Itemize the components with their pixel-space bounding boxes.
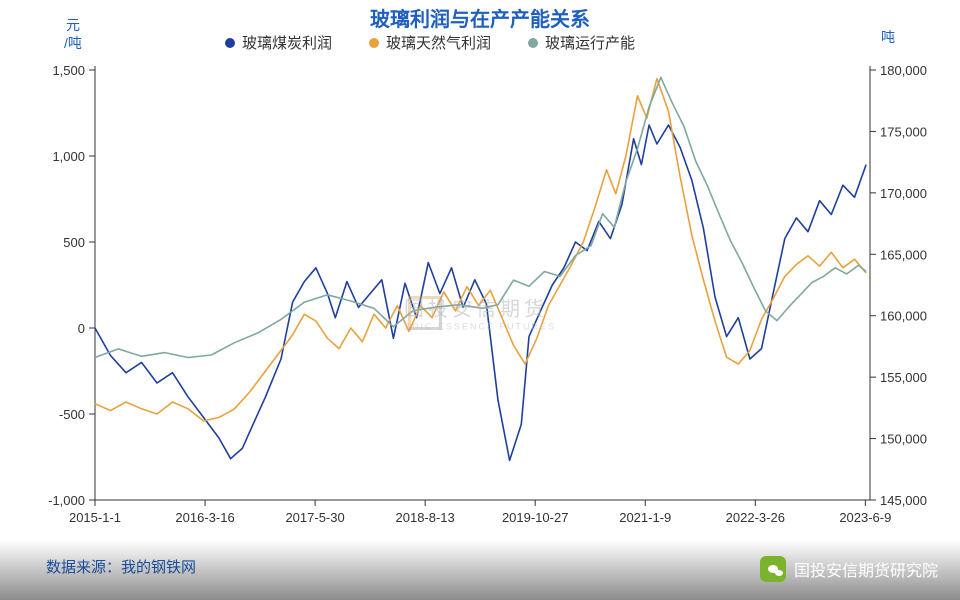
x-tick-label: 2015-1-1 (69, 510, 121, 525)
legend-marker (369, 38, 379, 48)
left-tick-label: 500 (63, 235, 85, 250)
legend-item-label: 玻璃运行产能 (545, 35, 635, 52)
left-tick-label: 0 (78, 321, 85, 336)
legend: 玻璃煤炭利润 玻璃天然气利润 玻璃运行产能 (225, 35, 635, 52)
left-tick-label: -500 (59, 407, 85, 422)
legend-marker (528, 38, 538, 48)
series-line (95, 79, 866, 421)
footer-attribution: 国投安信期货研究院 (760, 556, 938, 582)
series-line (95, 77, 866, 357)
x-tick-label: 2023-6-9 (839, 510, 891, 525)
right-tick-label: 145,000 (880, 493, 927, 508)
right-tick-label: 175,000 (880, 124, 927, 139)
left-tick-label: -1,000 (48, 493, 85, 508)
source-name: 我的钢铁网 (121, 559, 196, 576)
right-tick-label: 165,000 (880, 247, 927, 262)
left-tick-label: 1,000 (52, 149, 85, 164)
right-tick-label: 160,000 (880, 309, 927, 324)
source-prefix: 数据来源： (46, 559, 121, 576)
chart-title: 玻璃利润与在产产能关系 (370, 7, 590, 31)
footer-text: 国投安信期货研究院 (794, 557, 938, 581)
chart-container: 玻璃利润与在产产能关系 元/吨 吨 玻璃煤炭利润 玻璃天然气利润 玻璃运行产能 -1,000… (0, 0, 960, 600)
right-tick-label: 150,000 (880, 432, 927, 447)
x-tick-label: 2019-10-27 (502, 510, 569, 525)
x-tick-label: 2017-5-30 (285, 510, 344, 525)
x-tick-label: 2018-8-13 (396, 510, 455, 525)
legend-item-label: 玻璃煤炭利润 (242, 35, 332, 52)
x-tick-label: 2022-3-26 (726, 510, 785, 525)
left-tick-label: 1,500 (52, 63, 85, 78)
right-tick-label: 180,000 (880, 63, 927, 78)
wechat-icon (760, 556, 786, 582)
left-axis-unit: 元 (66, 17, 80, 33)
right-tick-label: 155,000 (880, 370, 927, 385)
data-source: 数据来源：我的钢铁网 (46, 556, 196, 577)
right-tick-label: 170,000 (880, 186, 927, 201)
x-tick-label: 2021-1-9 (619, 510, 671, 525)
chart-svg: 玻璃利润与在产产能关系 元/吨 吨 玻璃煤炭利润 玻璃天然气利润 玻璃运行产能 -1,000… (0, 0, 960, 540)
x-tick-label: 2016-3-16 (175, 510, 234, 525)
legend-marker (225, 38, 235, 48)
legend-item-label: 玻璃天然气利润 (386, 35, 491, 52)
series-line (95, 125, 866, 460)
left-axis-unit-2: /吨 (64, 35, 82, 51)
right-axis-unit: 吨 (881, 29, 895, 45)
